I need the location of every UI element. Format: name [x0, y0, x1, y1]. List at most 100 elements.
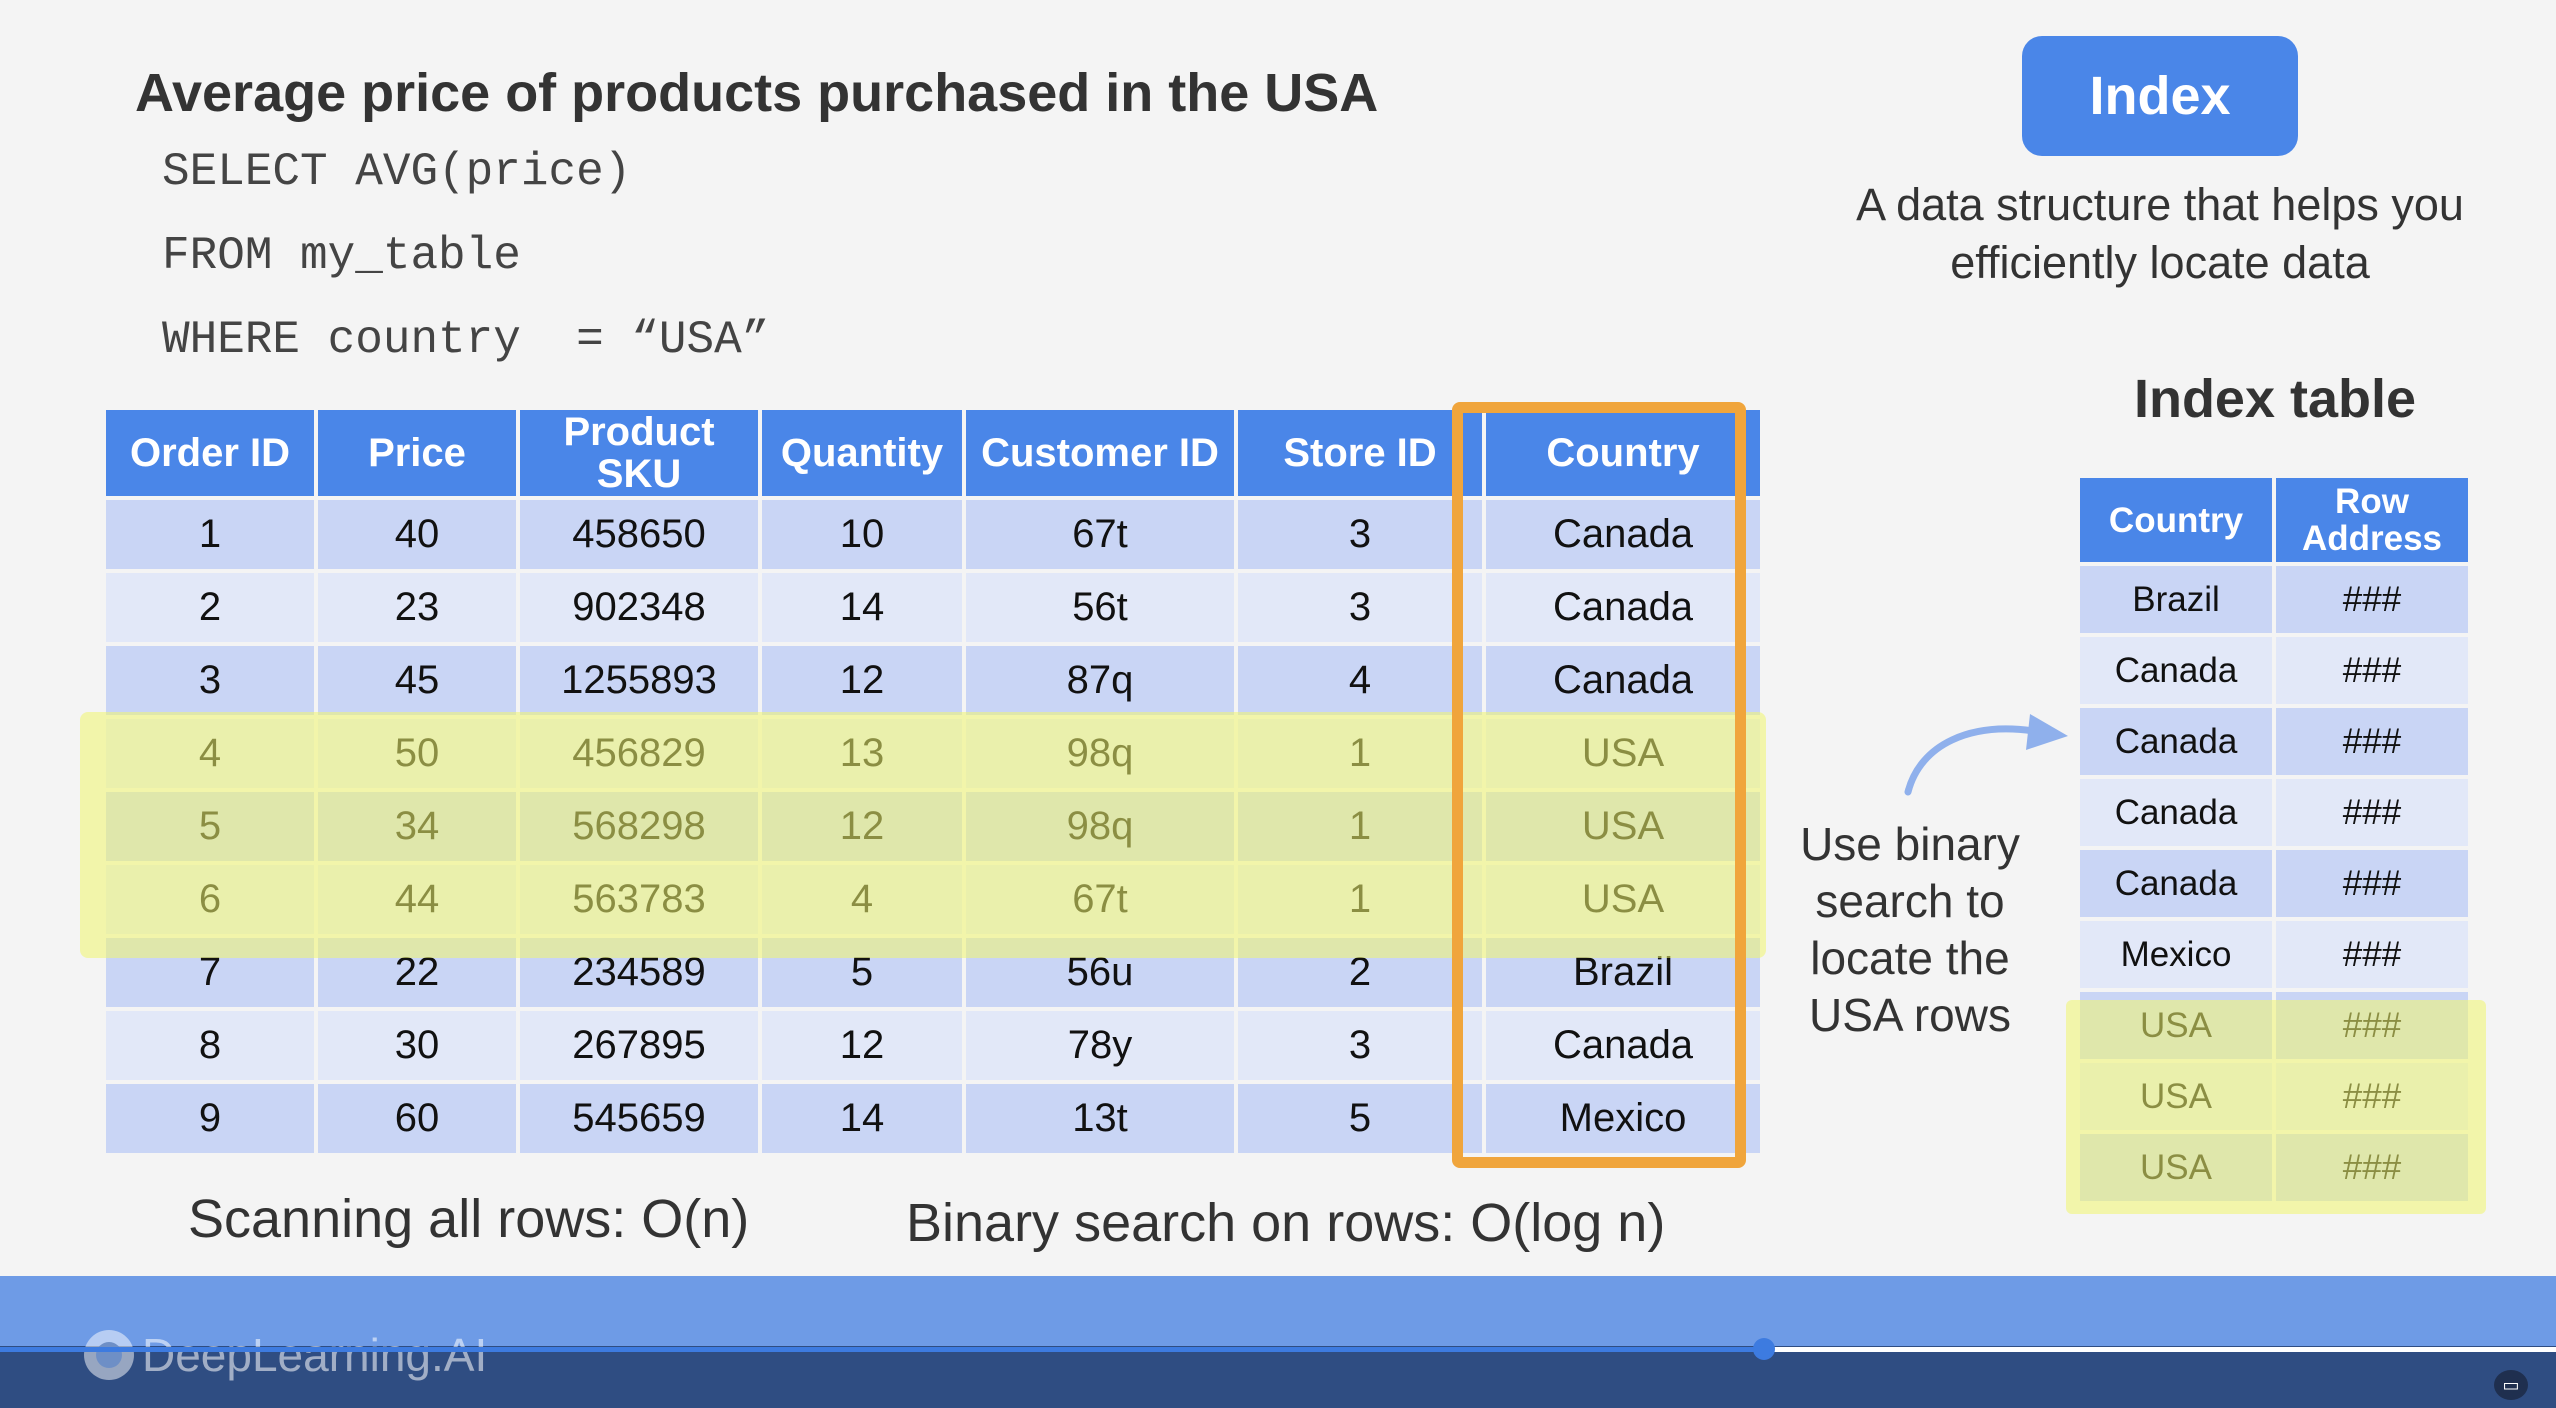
cell-row-address: ### [2276, 992, 2468, 1059]
cell-row-address: ### [2276, 779, 2468, 846]
col-price: Price [318, 410, 516, 496]
cell-row-address: ### [2276, 921, 2468, 988]
cell-customer-id: 98q [966, 719, 1234, 788]
table-row: 5 34 568298 12 98q 1 USA [106, 792, 1760, 861]
cell-order-id: 1 [106, 500, 314, 569]
cell-country: Canada [1486, 573, 1760, 642]
cell-index-country: USA [2080, 992, 2272, 1059]
index-table-title: Index table [2133, 369, 2417, 429]
col-order-id: Order ID [106, 410, 314, 496]
index-table: Country Row Address Brazil ### Canada ### … [2076, 474, 2472, 1205]
cell-price: 22 [318, 938, 516, 1007]
cell-customer-id: 98q [966, 792, 1234, 861]
cell-price: 45 [318, 646, 516, 715]
cell-quantity: 10 [762, 500, 962, 569]
cell-order-id: 9 [106, 1084, 314, 1153]
cell-customer-id: 67t [966, 865, 1234, 934]
col-customer-id: Customer ID [966, 410, 1234, 496]
table-row: 6 44 563783 4 67t 1 USA [106, 865, 1760, 934]
logo-text: DeepLearning.AI [142, 1329, 488, 1381]
cell-product-sku: 234589 [520, 938, 758, 1007]
progress-handle[interactable] [1752, 1338, 1775, 1360]
cell-index-country: USA [2080, 1134, 2272, 1201]
cell-country: Canada [1486, 1011, 1760, 1080]
cell-store-id: 3 [1238, 1011, 1482, 1080]
slide-bottom-band [0, 1276, 2556, 1346]
cell-store-id: 3 [1238, 573, 1482, 642]
cell-price: 50 [318, 719, 516, 788]
cell-product-sku: 902348 [520, 573, 758, 642]
index-row: USA ### [2080, 1134, 2468, 1201]
cell-store-id: 1 [1238, 865, 1482, 934]
cell-price: 23 [318, 573, 516, 642]
col-quantity: Quantity [762, 410, 962, 496]
cell-country: USA [1486, 865, 1760, 934]
deeplearning-logo-icon [84, 1330, 134, 1380]
cell-index-country: Canada [2080, 779, 2272, 846]
cell-quantity: 12 [762, 1011, 962, 1080]
cell-order-id: 8 [106, 1011, 314, 1080]
col-index-country: Country [2080, 478, 2272, 562]
cell-price: 44 [318, 865, 516, 934]
col-row-address: Row Address [2276, 478, 2468, 562]
index-row: USA ### [2080, 1063, 2468, 1130]
orders-table-header: Order ID Price Product SKU Quantity Cust… [106, 410, 1760, 496]
index-row: Canada ### [2080, 708, 2468, 775]
index-row: Brazil ### [2080, 566, 2468, 633]
orders-table: Order ID Price Product SKU Quantity Cust… [102, 406, 1764, 1157]
col-country: Country [1486, 410, 1760, 496]
scan-complexity-note: Scanning all rows: O(n) [188, 1189, 750, 1249]
cell-quantity: 14 [762, 1084, 962, 1153]
cell-customer-id: 56t [966, 573, 1234, 642]
table-row: 8 30 267895 12 78y 3 Canada [106, 1011, 1760, 1080]
cell-product-sku: 563783 [520, 865, 758, 934]
cell-country: USA [1486, 792, 1760, 861]
cell-customer-id: 13t [966, 1084, 1234, 1153]
index-row: Mexico ### [2080, 921, 2468, 988]
cell-customer-id: 78y [966, 1011, 1234, 1080]
cell-product-sku: 1255893 [520, 646, 758, 715]
cell-customer-id: 67t [966, 500, 1234, 569]
cell-index-country: USA [2080, 1063, 2272, 1130]
cell-store-id: 1 [1238, 792, 1482, 861]
cell-index-country: Mexico [2080, 921, 2272, 988]
progress-fill [0, 1347, 1764, 1352]
cell-customer-id: 87q [966, 646, 1234, 715]
index-badge: Index [2022, 36, 2298, 156]
cell-country: Canada [1486, 500, 1760, 569]
cell-quantity: 14 [762, 573, 962, 642]
cell-order-id: 2 [106, 573, 314, 642]
table-row: 3 45 1255893 12 87q 4 Canada [106, 646, 1760, 715]
cell-product-sku: 456829 [520, 719, 758, 788]
player-footer [0, 1346, 2556, 1408]
cell-row-address: ### [2276, 1134, 2468, 1201]
col-store-id: Store ID [1238, 410, 1482, 496]
cell-order-id: 5 [106, 792, 314, 861]
table-row: 7 22 234589 5 56u 2 Brazil [106, 938, 1760, 1007]
cell-product-sku: 458650 [520, 500, 758, 569]
cell-country: Brazil [1486, 938, 1760, 1007]
cell-order-id: 3 [106, 646, 314, 715]
cell-quantity: 13 [762, 719, 962, 788]
deeplearning-logo: DeepLearning.AI [84, 1328, 487, 1382]
index-row: Canada ### [2080, 779, 2468, 846]
cell-quantity: 12 [762, 792, 962, 861]
curved-arrow-icon [1904, 714, 2068, 796]
table-row: 4 50 456829 13 98q 1 USA [106, 719, 1760, 788]
cell-quantity: 12 [762, 646, 962, 715]
cell-product-sku: 568298 [520, 792, 758, 861]
col-product-sku: Product SKU [520, 410, 758, 496]
slide-title: Average price of products purchased in t… [135, 63, 1379, 123]
cell-price: 40 [318, 500, 516, 569]
table-row: 9 60 545659 14 13t 5 Mexico [106, 1084, 1760, 1153]
index-description: A data structure that helps you efficien… [1856, 179, 2464, 288]
cell-store-id: 2 [1238, 938, 1482, 1007]
cell-price: 60 [318, 1084, 516, 1153]
table-row: 1 40 458650 10 67t 3 Canada [106, 500, 1760, 569]
index-row: Canada ### [2080, 637, 2468, 704]
cell-row-address: ### [2276, 850, 2468, 917]
cell-country: USA [1486, 719, 1760, 788]
cell-quantity: 5 [762, 938, 962, 1007]
sql-line-where: WHERE country = “USA” [162, 314, 770, 366]
captions-icon[interactable]: ▭ [2494, 1370, 2528, 1400]
